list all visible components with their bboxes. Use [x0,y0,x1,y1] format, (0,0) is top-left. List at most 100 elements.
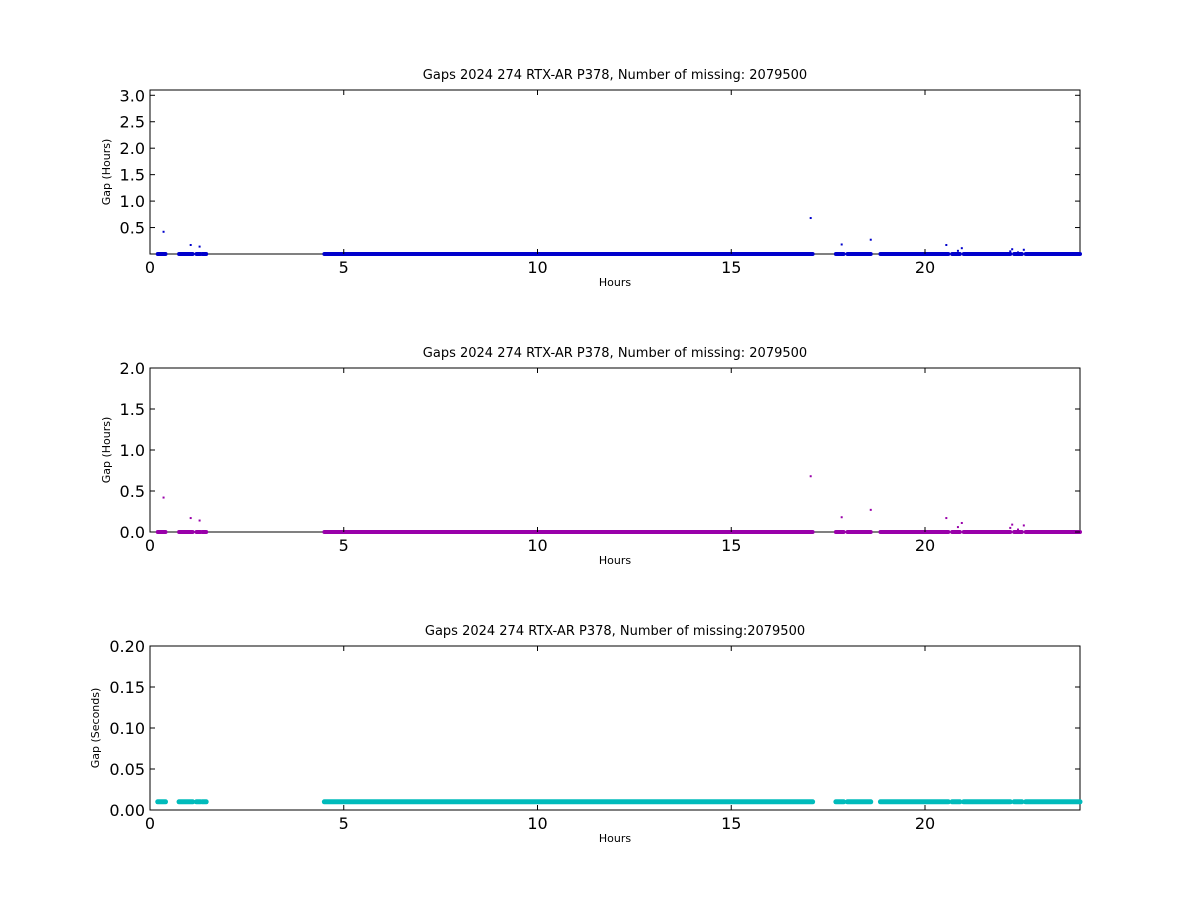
data-point [578,799,583,804]
data-point [1051,799,1056,804]
data-point [358,799,363,804]
data-point [798,799,803,804]
y-tick-label: 2.0 [120,359,145,378]
data-point [886,799,891,804]
data-point [434,799,439,804]
data-point [989,799,994,804]
data-point-1 [189,517,192,520]
data-point [1011,799,1017,804]
data-point [534,799,539,804]
data-point [706,799,711,804]
data-point-9 [1009,250,1012,253]
data-point [857,799,862,804]
data-point [538,799,543,804]
data-point [322,799,327,804]
data-point [894,799,899,804]
data-point [997,799,1002,804]
data-point-11 [1017,528,1019,531]
data-point [658,799,663,804]
axis-ticks: 0 5 10 15 20 0.00 0.05 0.10 0.15 0.20 [109,637,1080,833]
y-tick-label: 1.5 [120,400,145,419]
data-point-10 [1011,248,1014,251]
axis-ticks: 0 5 10 15 20 0.0 0.5 1.0 1.5 2.0 [120,359,1080,555]
data-point [766,799,771,804]
data-point [394,799,399,804]
data-point [618,799,623,804]
data-point [678,799,683,804]
data-point [582,799,587,804]
data-point [386,799,391,804]
data-point-0 [162,496,165,499]
data-point [961,799,966,804]
data-point-5 [869,508,872,511]
data-point-9 [1009,526,1012,529]
data-point-3 [809,475,812,478]
x-tick-label: 20 [915,536,935,555]
data-point [598,799,603,804]
data-point [853,799,858,804]
data-point [1047,799,1052,804]
data-point [738,799,743,804]
x-tick-label: 5 [339,258,349,277]
data-point [930,799,935,804]
data-point [626,799,631,804]
data-point [670,799,675,804]
data-point [910,799,915,804]
data-point [918,799,923,804]
data-point [993,799,998,804]
data-point [981,799,986,804]
data-point-6 [945,244,948,247]
y-tick-label: 0.05 [109,760,145,779]
data-point [342,799,347,804]
data-point [942,799,947,804]
data-point [786,799,791,804]
data-point [837,799,843,804]
data-point-4 [840,516,843,519]
y-tick-label: 0.5 [120,219,145,238]
data-point [698,799,703,804]
data-point [666,799,671,804]
data-point-10 [1011,523,1014,526]
data-point [414,799,419,804]
data-point-12 [1022,524,1025,527]
data-point [366,799,371,804]
data-point [802,799,807,804]
data-point [458,799,463,804]
chart-title: Gaps 2024 274 RTX-AR P378, Number of mis… [423,346,807,361]
panel-top: Gaps 2024 274 RTX-AR P378, Number of mis… [100,68,1082,289]
data-point [654,799,659,804]
data-point [642,799,647,804]
data-point [794,799,799,804]
data-point [898,799,903,804]
data-point [334,799,339,804]
data-point [570,799,575,804]
data-point [486,799,491,804]
data-point [446,799,451,804]
y-tick-label: 1.0 [120,192,145,211]
data-point-12 [1022,248,1025,251]
data-point [398,799,403,804]
data-point [184,799,190,804]
x-tick-label: 10 [527,814,547,833]
data-point [526,799,531,804]
data-point [330,799,335,804]
data-point [406,799,411,804]
data-point [965,799,970,804]
y-tick-label: 0.00 [109,801,145,820]
data-point [833,799,839,804]
data-point [188,799,194,804]
data-point [378,799,383,804]
data-point [969,799,974,804]
data-point [890,799,895,804]
data-point [714,799,719,804]
data-point [770,799,775,804]
data-point [734,799,739,804]
panel-middle: Gaps 2024 274 RTX-AR P378, Number of mis… [100,346,1082,567]
y-axis-label: Gap (Seconds) [89,688,102,769]
data-point [176,799,182,804]
data-point [586,799,591,804]
data-point [374,799,379,804]
data-point [758,799,763,804]
data-point-3 [809,217,812,220]
data-point [762,799,767,804]
